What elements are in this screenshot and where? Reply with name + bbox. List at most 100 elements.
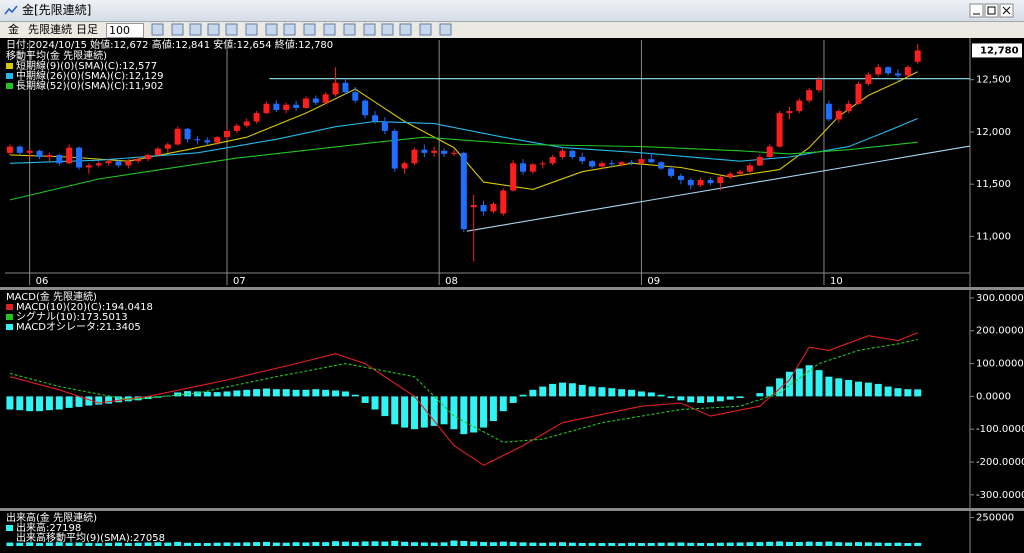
title-bar: 金[先限連続] — [0, 0, 1024, 22]
candle-body — [618, 162, 625, 165]
candle-body — [66, 147, 73, 164]
oscillator-bar — [855, 381, 863, 397]
volume-bar — [815, 541, 823, 546]
candle-body — [816, 79, 823, 91]
volume-bar — [519, 542, 527, 546]
volume-bar — [568, 542, 576, 546]
window-controls[interactable] — [926, 3, 1016, 19]
oscillator-bar — [85, 396, 93, 406]
legend-swatch — [6, 314, 13, 320]
volume-bar — [391, 540, 399, 546]
volume-bar — [529, 542, 537, 546]
candle-body — [865, 74, 872, 84]
candle-body — [283, 104, 290, 111]
oscillator-bar — [302, 389, 310, 397]
oscillator-bar — [351, 394, 359, 397]
oscillator-bar — [391, 396, 399, 425]
candle-body — [352, 92, 359, 101]
period[interactable]: 日足 — [76, 23, 98, 36]
volume-bar — [578, 542, 586, 546]
candle-body — [441, 150, 448, 154]
series-line — [9, 338, 918, 443]
chart-area: 日付:2024/10/15 始値:12,672 高値:12,841 安値:12,… — [0, 38, 1024, 553]
volume-bar — [312, 542, 320, 546]
volume-bar — [637, 543, 645, 546]
volume-bar — [598, 543, 606, 546]
volume-bar — [105, 542, 113, 546]
candle-body — [717, 176, 724, 184]
toolbar-icons[interactable] — [150, 22, 480, 38]
legend-label: 出来高:27198 — [16, 521, 81, 534]
candle-body — [145, 154, 152, 160]
oscillator-bar — [766, 386, 774, 397]
candle-body — [480, 205, 487, 212]
oscillator-bar — [628, 389, 636, 397]
candle-body — [312, 98, 319, 103]
volume-bar — [667, 542, 675, 546]
contract[interactable]: 先限連続 — [28, 23, 72, 36]
candle-body — [549, 157, 556, 164]
volume-bar — [223, 542, 231, 546]
candle-body — [697, 180, 704, 186]
candle-body — [806, 90, 813, 101]
candle-body — [510, 163, 517, 191]
legend-swatch — [6, 324, 13, 330]
legend-label: シグナル(10):173.5013 — [16, 310, 128, 323]
candle-body — [293, 104, 300, 108]
candle-body — [273, 103, 280, 111]
candle-body — [529, 164, 536, 172]
oscillator-bar — [312, 389, 320, 397]
volume-bar — [203, 543, 211, 546]
oscillator-bar — [904, 389, 912, 397]
volume-bar — [26, 542, 34, 546]
oscillator-bar — [608, 388, 616, 397]
oscillator-bar — [105, 396, 113, 404]
candle-body — [648, 159, 655, 163]
oscillator-bar — [95, 396, 103, 405]
volume-bar — [193, 542, 201, 546]
app-icon — [4, 5, 18, 15]
volume-bar — [785, 541, 793, 546]
oscillator-bar — [736, 396, 744, 399]
volume-bar — [855, 542, 863, 546]
symbol[interactable]: 金 — [8, 23, 19, 36]
volume-bar — [618, 543, 626, 546]
legend-label: 長期線(52)(0)(SMA)(C):11,902 — [16, 79, 163, 92]
candle-body — [56, 154, 63, 164]
oscillator-bar — [845, 379, 853, 397]
oscillator-bar — [825, 376, 833, 397]
volume-bar — [489, 542, 497, 546]
legend-swatch — [6, 83, 13, 89]
volume-bar — [716, 542, 724, 546]
candle-body — [875, 67, 882, 75]
oscillator-bar — [193, 391, 201, 397]
oscillator-bar — [223, 391, 231, 397]
count-input[interactable]: 100 — [106, 23, 144, 38]
oscillator-bar — [914, 389, 922, 397]
candle-body — [194, 139, 201, 141]
volume-bar — [134, 542, 142, 546]
candle-body — [727, 173, 734, 177]
candle-body — [796, 100, 803, 112]
oscillator-bar — [509, 396, 517, 403]
oscillator-bar — [262, 388, 270, 397]
oscillator-bar — [499, 396, 507, 412]
candle-body — [490, 204, 497, 212]
oscillator-bar — [55, 396, 63, 410]
oscillator-bar — [785, 371, 793, 397]
volume-bar — [262, 541, 270, 546]
oscillator-bar — [75, 396, 83, 407]
oscillator-bar — [174, 392, 182, 397]
oscillator-bar — [381, 396, 389, 417]
volume-bar — [756, 542, 764, 546]
volume-bar — [677, 542, 685, 546]
oscillator-bar — [430, 396, 438, 426]
oscillator-bar — [835, 378, 843, 397]
volume-bar — [549, 542, 557, 546]
oscillator-bar — [677, 396, 685, 401]
volume-bar — [588, 542, 596, 546]
oscillator-bar — [341, 391, 349, 397]
volume-bar — [174, 541, 182, 546]
oscillator-bar — [450, 396, 458, 430]
candle-body — [885, 67, 892, 74]
